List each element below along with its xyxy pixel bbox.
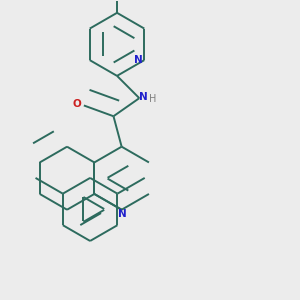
- Text: O: O: [72, 100, 81, 110]
- Text: H: H: [149, 94, 157, 104]
- Text: N: N: [134, 55, 143, 65]
- Text: N: N: [139, 92, 148, 102]
- Text: N: N: [118, 209, 127, 219]
